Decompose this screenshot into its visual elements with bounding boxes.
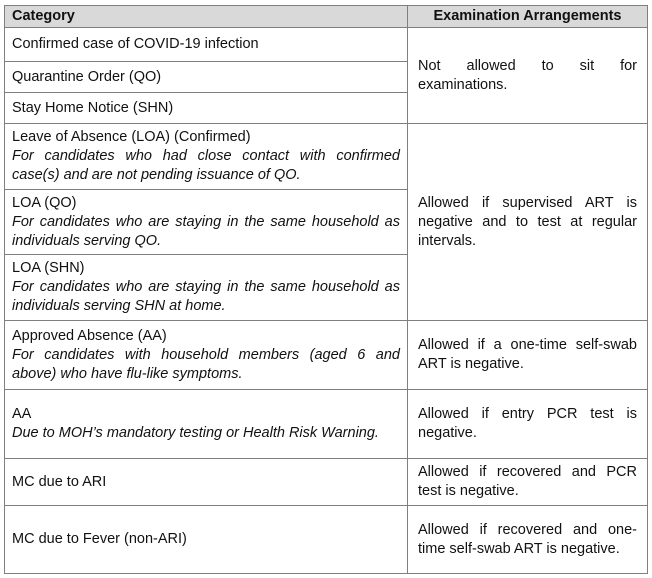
note: For candidates with household members (a…	[12, 346, 400, 382]
note: For candidates who had close contact wit…	[12, 148, 400, 183]
category-cell: Approved Absence (AA) For candidates with…	[4, 320, 408, 390]
note: For candidates who are staying in the sa…	[12, 279, 400, 314]
category: LOA (SHN)	[12, 260, 85, 276]
category: MC due to Fever (non-ARI)	[12, 531, 187, 547]
header-cell: Category	[4, 5, 408, 28]
arrangement: Allowed if recovered and PCR test is neg…	[418, 464, 637, 499]
arrangement-cell: Allowed if recovered and PCR test is neg…	[407, 458, 648, 506]
arrangement-cell: Allowed if supervised ART is negative an…	[407, 123, 648, 321]
category: LOA (QO)	[12, 194, 77, 211]
category-cell: LOA (QO) For candidates who are staying i…	[4, 189, 408, 255]
category-cell: MC due to ARI	[4, 458, 408, 506]
category-cell: Quarantine Order (QO)	[4, 61, 408, 93]
category-cell: LOA (SHN) For candidates who are staying …	[4, 254, 408, 321]
arrangement: Allowed if supervised ART is negative an…	[418, 194, 637, 249]
category-cell: Leave of Absence (LOA) (Confirmed) For ca…	[4, 123, 408, 190]
arrangement: Allowed if recovered and one-time self-s…	[418, 521, 637, 557]
note: Due to MOH’s mandatory testing or Health…	[12, 425, 379, 441]
arrangement: Allowed if a one-time self-swab ART is n…	[418, 337, 637, 372]
note: For candidates who are staying in the sa…	[12, 213, 400, 249]
category: Confirmed case of COVID-19 infection	[12, 36, 259, 52]
arrangement-cell: Allowed if a one-time self-swab ART is n…	[407, 320, 648, 390]
arrangement-cell: Allowed if entry PCR test is negative.	[407, 389, 648, 459]
arrangements-table: Category Examination Arrangements Confir…	[4, 5, 648, 574]
category-cell: AA Due to MOH’s mandatory testing or Heal…	[4, 389, 408, 459]
arrangement-cell: Not allowed to sit for examinations.	[407, 27, 648, 124]
category: MC due to ARI	[12, 473, 107, 490]
category: Stay Home Notice (SHN)	[12, 99, 174, 116]
header-cell: Examination Arrangements	[407, 5, 648, 28]
category-cell: Stay Home Notice (SHN)	[4, 92, 408, 124]
category: AA	[12, 406, 32, 422]
category: Approved Absence (AA)	[12, 327, 167, 344]
arrangement: Allowed if entry PCR test is negative.	[418, 406, 637, 441]
category: Quarantine Order (QO)	[12, 68, 162, 85]
category: Leave of Absence (LOA) (Confirmed)	[12, 129, 251, 145]
header-row: Category Examination Arrangements	[4, 5, 648, 28]
category-cell: Confirmed case of COVID-19 infection	[4, 27, 408, 62]
arrangement: Not allowed to sit for examinations.	[418, 57, 637, 93]
category-cell: MC due to Fever (non-ARI)	[4, 505, 408, 574]
arrangement-cell: Allowed if recovered and one-time self-s…	[407, 505, 648, 574]
